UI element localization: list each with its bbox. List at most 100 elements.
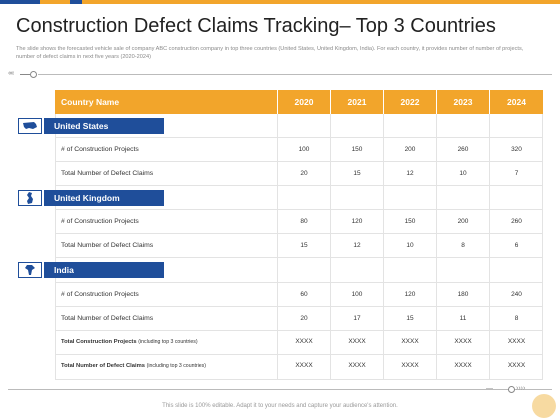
cell-value: 150 xyxy=(351,146,363,153)
cell-value: 200 xyxy=(457,218,469,225)
bottom-divider xyxy=(8,389,552,390)
cell-value: 6 xyxy=(514,242,519,249)
header-year-2023: 2023 xyxy=(453,97,473,107)
row-divider xyxy=(55,379,543,380)
row-divider xyxy=(55,354,543,355)
cell-value: 15 xyxy=(353,170,361,177)
row-divider xyxy=(55,257,543,258)
table-row: Total Number of Defect Claims 20 17 15 1… xyxy=(55,308,543,330)
row-divider xyxy=(55,233,543,234)
row-label: # of Construction Projects xyxy=(61,146,139,153)
row-label: Total Number of Defect Claims xyxy=(61,315,154,322)
row-divider xyxy=(55,282,543,283)
page-subtitle: The slide shows the forecasted vehicle s… xyxy=(16,46,524,60)
top-bar-orange-segment xyxy=(40,0,70,4)
table-header: Country Name 2020 2021 2022 2023 2024 xyxy=(55,90,543,114)
chevron-left-icon: ‹‹‹‹ xyxy=(8,70,14,77)
cell-value: XXXX xyxy=(401,338,419,345)
cell-value: 150 xyxy=(404,218,416,225)
top-bar-blue-segment-2 xyxy=(70,0,82,4)
table-row: Total Number of Defect Claims 20 15 12 1… xyxy=(55,163,543,185)
cell-value: 12 xyxy=(353,242,361,249)
cell-value: XXXX xyxy=(454,338,472,345)
cell-value: XXXX xyxy=(454,362,472,369)
chevron-right-icon: ›››› xyxy=(516,385,526,392)
row-label: # of Construction Projects xyxy=(61,218,139,225)
grid-line xyxy=(436,114,437,380)
cell-value: 20 xyxy=(300,170,308,177)
header-divider xyxy=(383,90,384,114)
cell-value: XXXX xyxy=(295,338,313,345)
cell-value: 10 xyxy=(406,242,414,249)
row-label: Total Number of Defect Claims xyxy=(61,170,154,177)
cell-value: 260 xyxy=(457,146,469,153)
table-row: # of Construction Projects 100 150 200 2… xyxy=(55,139,543,161)
top-bar-blue-segment xyxy=(0,0,40,4)
header-year-2020: 2020 xyxy=(294,97,314,107)
grid-line xyxy=(277,114,278,380)
cell-value: XXXX xyxy=(295,362,313,369)
cell-value: 20 xyxy=(300,315,308,322)
row-label: # of Construction Projects xyxy=(61,291,139,298)
timeline-dot-icon xyxy=(30,71,37,78)
usa-map-icon xyxy=(18,118,42,134)
row-divider xyxy=(55,137,543,138)
uk-map-icon xyxy=(18,190,42,206)
cell-value: 10 xyxy=(459,170,467,177)
header-divider xyxy=(277,90,278,114)
header-year-2022: 2022 xyxy=(400,97,420,107)
table-row: # of Construction Projects 60 100 120 18… xyxy=(55,284,543,306)
table-row: # of Construction Projects 80 120 150 20… xyxy=(55,211,543,233)
cell-value: 17 xyxy=(353,315,361,322)
cell-value: 8 xyxy=(514,315,519,322)
row-divider xyxy=(55,330,543,331)
corner-badge xyxy=(532,394,556,418)
cell-value: 11 xyxy=(459,315,467,322)
cell-value: 240 xyxy=(511,291,522,298)
country-name: United Kingdom xyxy=(44,190,164,206)
cell-value: XXXX xyxy=(348,338,366,345)
grid-line xyxy=(542,114,543,380)
dash-icon: — xyxy=(486,385,493,392)
row-divider xyxy=(55,209,543,210)
timeline-line xyxy=(38,74,552,75)
cell-value: 8 xyxy=(461,242,465,249)
page-title: Construction Defect Claims Tracking– Top… xyxy=(16,15,496,37)
row-divider xyxy=(55,161,543,162)
timeline-divider: ‹‹‹‹ xyxy=(8,70,552,80)
cell-value: XXXX xyxy=(507,338,526,345)
table-row: Total Number of Defect Claims 15 12 10 8… xyxy=(55,235,543,257)
country-name: India xyxy=(44,262,164,278)
header-divider xyxy=(489,90,490,114)
cell-value: 320 xyxy=(511,146,522,153)
header-year-2021: 2021 xyxy=(347,97,367,107)
table-row-total: Total Construction Projects (including t… xyxy=(55,331,543,353)
row-divider xyxy=(55,185,543,186)
cell-value: 100 xyxy=(351,291,363,298)
grid-line xyxy=(330,114,331,380)
header-country-name: Country Name xyxy=(61,97,120,107)
timeline-dot-icon xyxy=(508,386,515,393)
cell-value: XXXX xyxy=(401,362,419,369)
total-note: (including top 3 countries) xyxy=(138,339,198,345)
header-divider xyxy=(436,90,437,114)
cell-value: 15 xyxy=(300,242,308,249)
table-row-total: Total Number of Defect Claims (including… xyxy=(55,355,543,377)
row-label: Total Construction Projects (including t… xyxy=(61,331,198,353)
timeline-dash xyxy=(20,74,30,75)
cell-value: 180 xyxy=(457,291,469,298)
grid-line xyxy=(489,114,490,380)
grid-line xyxy=(55,114,56,380)
cell-value: 7 xyxy=(514,170,519,177)
cell-value: 12 xyxy=(406,170,414,177)
header-year-2024: 2024 xyxy=(507,97,526,107)
top-accent-bar xyxy=(0,0,560,4)
cell-value: 120 xyxy=(351,218,363,225)
row-divider xyxy=(55,306,543,307)
row-label: Total Number of Defect Claims xyxy=(61,242,154,249)
cell-value: 60 xyxy=(300,291,308,298)
cell-value: 80 xyxy=(300,218,308,225)
india-map-icon xyxy=(18,262,42,278)
total-note: (including top 3 countries) xyxy=(146,363,206,369)
grid-line xyxy=(383,114,384,380)
